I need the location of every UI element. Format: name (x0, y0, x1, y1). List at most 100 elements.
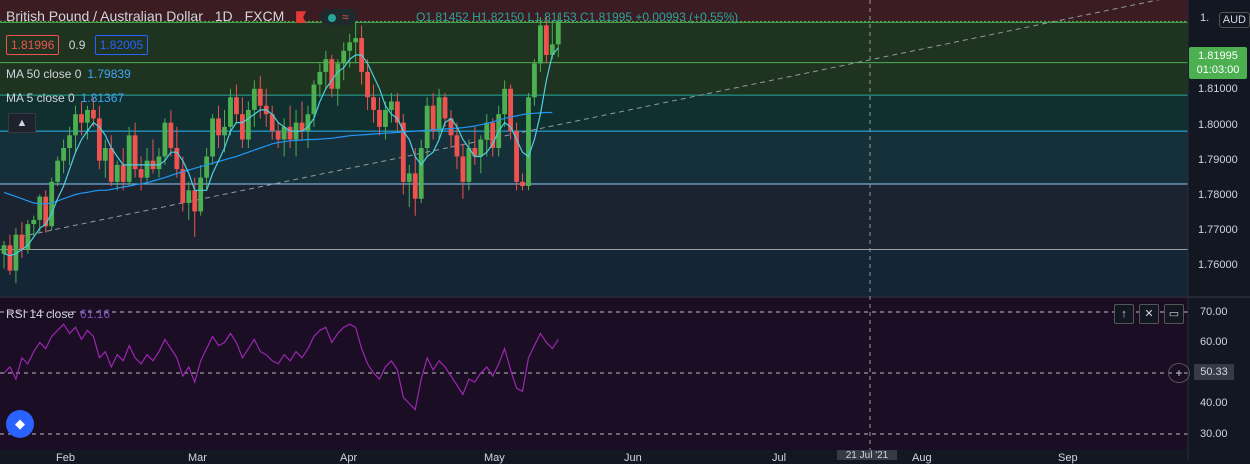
rsi-line (3, 323, 559, 411)
ma50-line (3, 111, 553, 205)
candle-body (400, 122, 406, 182)
candle-body (430, 105, 436, 132)
candle-body (323, 59, 329, 72)
candle-body (31, 219, 37, 225)
candle-body (162, 122, 168, 157)
candle-body (365, 71, 370, 98)
candle-body (108, 148, 114, 182)
candle-body (37, 196, 43, 220)
rsi-crosshair-value: 50.33 (1194, 364, 1234, 380)
candle-body (520, 181, 525, 187)
price-tick: 1.81000 (1198, 83, 1238, 95)
add-plus-icon[interactable]: + (1168, 363, 1190, 383)
candle-body (102, 148, 108, 161)
market-open-dot-icon (328, 14, 337, 23)
candle-body (478, 139, 484, 157)
candle-body (502, 88, 508, 115)
candle-body (371, 97, 376, 110)
price-tick: 1.80000 (1198, 119, 1238, 131)
rsi-pane-bg (0, 298, 1188, 450)
ma50-value: 1.79839 (87, 67, 131, 81)
sell-button[interactable]: 1.81996 (6, 35, 60, 55)
collapse-legend-button[interactable]: ▲ (8, 113, 36, 133)
candle-body (114, 164, 120, 182)
candle-body (311, 84, 317, 115)
candle-body (43, 196, 49, 227)
maximize-pane-icon[interactable]: ▭ (1164, 304, 1184, 324)
candle-body (1, 245, 7, 254)
close-pane-icon[interactable]: ✕ (1139, 304, 1159, 324)
market-status-pill[interactable]: ≈ (320, 9, 357, 26)
candle-body (436, 97, 442, 132)
candle-body (514, 131, 519, 182)
mid-zone (0, 95, 1188, 132)
quote-panel: 1.81996 0.9 1.82005 (6, 35, 149, 55)
candle-body (251, 88, 257, 110)
candle-body (240, 114, 245, 140)
candle-body (460, 156, 466, 182)
ohlc-values: O1.81452 H1.82150 L1.81153 C1.81995 +0.0… (416, 10, 738, 24)
candle-body (186, 190, 192, 203)
time-tick: Jun (624, 452, 642, 464)
ma50-legend[interactable]: MA 50 close 0 1.79839 (6, 67, 131, 81)
candle-body (234, 97, 239, 115)
candle-body (299, 122, 305, 132)
time-tick: May (484, 452, 505, 464)
candle-body (156, 156, 162, 170)
last-price: 1.81995 (1198, 50, 1238, 62)
ohlc-open: O1.81452 (416, 10, 469, 24)
candle-body (73, 114, 78, 136)
candle-body (538, 25, 543, 64)
candle-body (204, 156, 210, 178)
candle-body (418, 148, 424, 199)
candle-body (394, 101, 400, 123)
time-tick: Jul (772, 452, 787, 464)
flag-icon[interactable] (296, 11, 307, 24)
price-tick: 1.76000 (1198, 259, 1238, 271)
candle-body (49, 181, 55, 227)
rsi-legend[interactable]: RSI 14 close 61.16 (6, 307, 110, 321)
candle-body (526, 97, 531, 187)
candle-body (508, 88, 513, 132)
rsi-tick: 30.00 (1200, 428, 1228, 440)
buy-button[interactable]: 1.82005 (94, 35, 149, 55)
candle-body (192, 190, 198, 212)
candle-body (257, 88, 263, 106)
rsi-tick: 70.00 (1200, 306, 1228, 318)
candle-body (174, 148, 180, 170)
candle-body (454, 135, 460, 157)
candle-body (132, 135, 138, 170)
interval-label[interactable]: 1D (214, 8, 233, 24)
time-tick: Feb (56, 452, 75, 464)
candle-body (341, 50, 347, 64)
ma5-label: MA 5 close 0 (6, 91, 75, 105)
rsi-tick: 40.00 (1200, 397, 1228, 409)
tradingview-logo-icon[interactable]: ◆ (6, 410, 34, 438)
candle-body (549, 44, 555, 55)
candle-body (543, 25, 549, 55)
time-tick: Aug (912, 452, 932, 464)
candle-body (406, 173, 412, 182)
ohlc-high: H1.82150 (472, 10, 525, 24)
candle-body (472, 148, 478, 157)
ma5-legend[interactable]: MA 5 close 0 1.81367 (6, 91, 124, 105)
ohlc-low: L1.81153 (527, 10, 577, 24)
candle-body (383, 109, 388, 127)
candle-body (490, 122, 496, 148)
candle-body (555, 21, 561, 45)
candle-body (19, 234, 25, 250)
candle-body (389, 101, 394, 110)
candle-body (353, 38, 359, 43)
candle-body (275, 131, 281, 140)
time-tick: Apr (340, 452, 358, 464)
candle-body (329, 59, 335, 89)
currency-label[interactable]: AUD (1218, 12, 1250, 28)
candle-body (222, 126, 227, 136)
candle-body (335, 63, 341, 89)
symbol-title[interactable]: British Pound / Australian Dollar (6, 8, 203, 24)
ohlc-change: +0.00993 (+0.55%) (635, 10, 739, 24)
support-zone (0, 249, 1188, 296)
move-pane-up-icon[interactable]: ↑ (1114, 304, 1134, 324)
